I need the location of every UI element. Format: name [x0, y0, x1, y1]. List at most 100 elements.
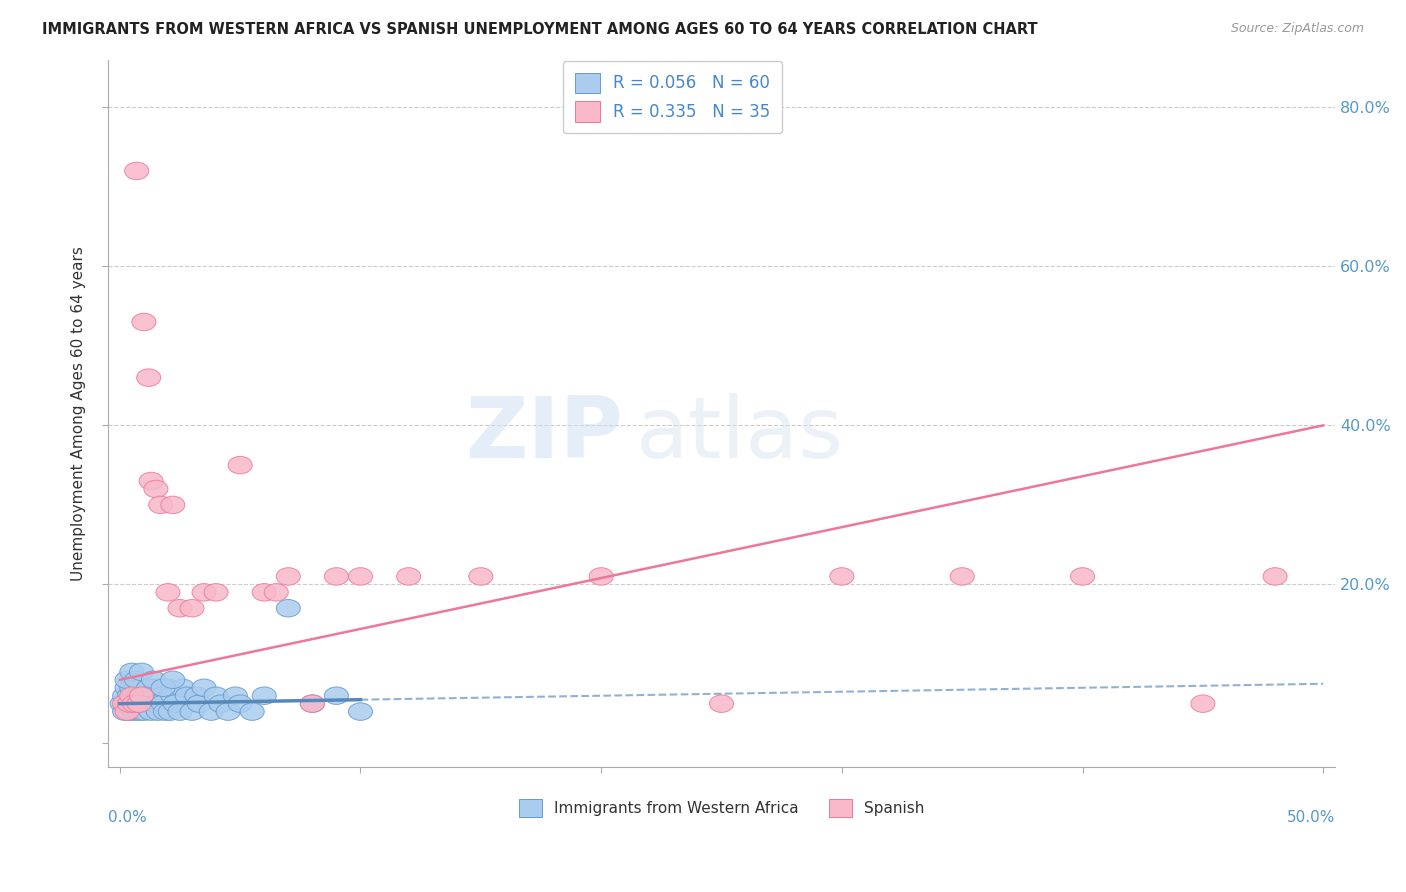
Ellipse shape: [240, 703, 264, 721]
Ellipse shape: [950, 567, 974, 585]
Ellipse shape: [150, 695, 176, 713]
Ellipse shape: [1191, 695, 1215, 713]
Ellipse shape: [115, 703, 139, 721]
Ellipse shape: [127, 703, 150, 721]
Ellipse shape: [468, 567, 494, 585]
Ellipse shape: [1070, 567, 1095, 585]
Ellipse shape: [110, 695, 134, 713]
Ellipse shape: [120, 663, 143, 681]
Ellipse shape: [112, 695, 136, 713]
Ellipse shape: [589, 567, 613, 585]
Ellipse shape: [156, 679, 180, 697]
Ellipse shape: [159, 703, 183, 721]
Ellipse shape: [301, 695, 325, 713]
Ellipse shape: [1263, 567, 1286, 585]
Ellipse shape: [160, 671, 184, 689]
Ellipse shape: [129, 679, 153, 697]
Ellipse shape: [125, 679, 149, 697]
Ellipse shape: [142, 671, 166, 689]
Ellipse shape: [184, 687, 209, 705]
Ellipse shape: [143, 679, 167, 697]
Ellipse shape: [160, 687, 184, 705]
Ellipse shape: [122, 687, 146, 705]
Text: atlas: atlas: [636, 393, 844, 476]
Ellipse shape: [209, 695, 233, 713]
Ellipse shape: [136, 679, 160, 697]
Ellipse shape: [132, 313, 156, 331]
Ellipse shape: [136, 679, 160, 697]
Ellipse shape: [149, 496, 173, 514]
Ellipse shape: [264, 583, 288, 601]
Ellipse shape: [143, 480, 167, 498]
Ellipse shape: [710, 695, 734, 713]
Ellipse shape: [139, 703, 163, 721]
Ellipse shape: [122, 703, 146, 721]
Ellipse shape: [160, 496, 184, 514]
Ellipse shape: [139, 472, 163, 490]
Ellipse shape: [129, 687, 153, 705]
Ellipse shape: [252, 583, 276, 601]
Ellipse shape: [176, 687, 200, 705]
Legend: Immigrants from Western Africa, Spanish: Immigrants from Western Africa, Spanish: [513, 792, 931, 823]
Ellipse shape: [149, 687, 173, 705]
Ellipse shape: [146, 703, 170, 721]
Ellipse shape: [115, 695, 139, 713]
Ellipse shape: [193, 583, 217, 601]
Ellipse shape: [167, 703, 193, 721]
Ellipse shape: [170, 679, 194, 697]
Ellipse shape: [830, 567, 853, 585]
Ellipse shape: [217, 703, 240, 721]
Ellipse shape: [163, 695, 187, 713]
Ellipse shape: [132, 687, 156, 705]
Ellipse shape: [301, 695, 325, 713]
Ellipse shape: [120, 687, 143, 705]
Ellipse shape: [142, 687, 166, 705]
Ellipse shape: [180, 703, 204, 721]
Ellipse shape: [122, 695, 146, 713]
Ellipse shape: [120, 679, 143, 697]
Ellipse shape: [167, 599, 193, 617]
Text: IMMIGRANTS FROM WESTERN AFRICA VS SPANISH UNEMPLOYMENT AMONG AGES 60 TO 64 YEARS: IMMIGRANTS FROM WESTERN AFRICA VS SPANIS…: [42, 22, 1038, 37]
Text: ZIP: ZIP: [465, 393, 623, 476]
Ellipse shape: [204, 687, 228, 705]
Ellipse shape: [120, 695, 143, 713]
Ellipse shape: [204, 583, 228, 601]
Text: 50.0%: 50.0%: [1286, 810, 1336, 825]
Ellipse shape: [193, 679, 217, 697]
Ellipse shape: [127, 687, 150, 705]
Ellipse shape: [115, 671, 139, 689]
Ellipse shape: [200, 703, 224, 721]
Ellipse shape: [325, 687, 349, 705]
Ellipse shape: [129, 663, 153, 681]
Ellipse shape: [117, 695, 142, 713]
Ellipse shape: [117, 703, 142, 721]
Ellipse shape: [115, 679, 139, 697]
Ellipse shape: [112, 703, 136, 721]
Ellipse shape: [349, 703, 373, 721]
Ellipse shape: [224, 687, 247, 705]
Ellipse shape: [127, 695, 150, 713]
Ellipse shape: [187, 695, 211, 713]
Ellipse shape: [153, 703, 177, 721]
Ellipse shape: [276, 599, 301, 617]
Ellipse shape: [156, 583, 180, 601]
Ellipse shape: [134, 695, 159, 713]
Ellipse shape: [228, 457, 252, 474]
Ellipse shape: [117, 687, 142, 705]
Ellipse shape: [132, 703, 156, 721]
Text: 0.0%: 0.0%: [108, 810, 146, 825]
Ellipse shape: [349, 567, 373, 585]
Ellipse shape: [252, 687, 276, 705]
Ellipse shape: [129, 695, 153, 713]
Ellipse shape: [143, 695, 167, 713]
Ellipse shape: [136, 369, 160, 386]
Y-axis label: Unemployment Among Ages 60 to 64 years: Unemployment Among Ages 60 to 64 years: [72, 246, 86, 581]
Ellipse shape: [125, 162, 149, 179]
Ellipse shape: [125, 695, 149, 713]
Ellipse shape: [180, 599, 204, 617]
Text: Source: ZipAtlas.com: Source: ZipAtlas.com: [1230, 22, 1364, 36]
Ellipse shape: [396, 567, 420, 585]
Ellipse shape: [228, 695, 252, 713]
Ellipse shape: [276, 567, 301, 585]
Ellipse shape: [125, 671, 149, 689]
